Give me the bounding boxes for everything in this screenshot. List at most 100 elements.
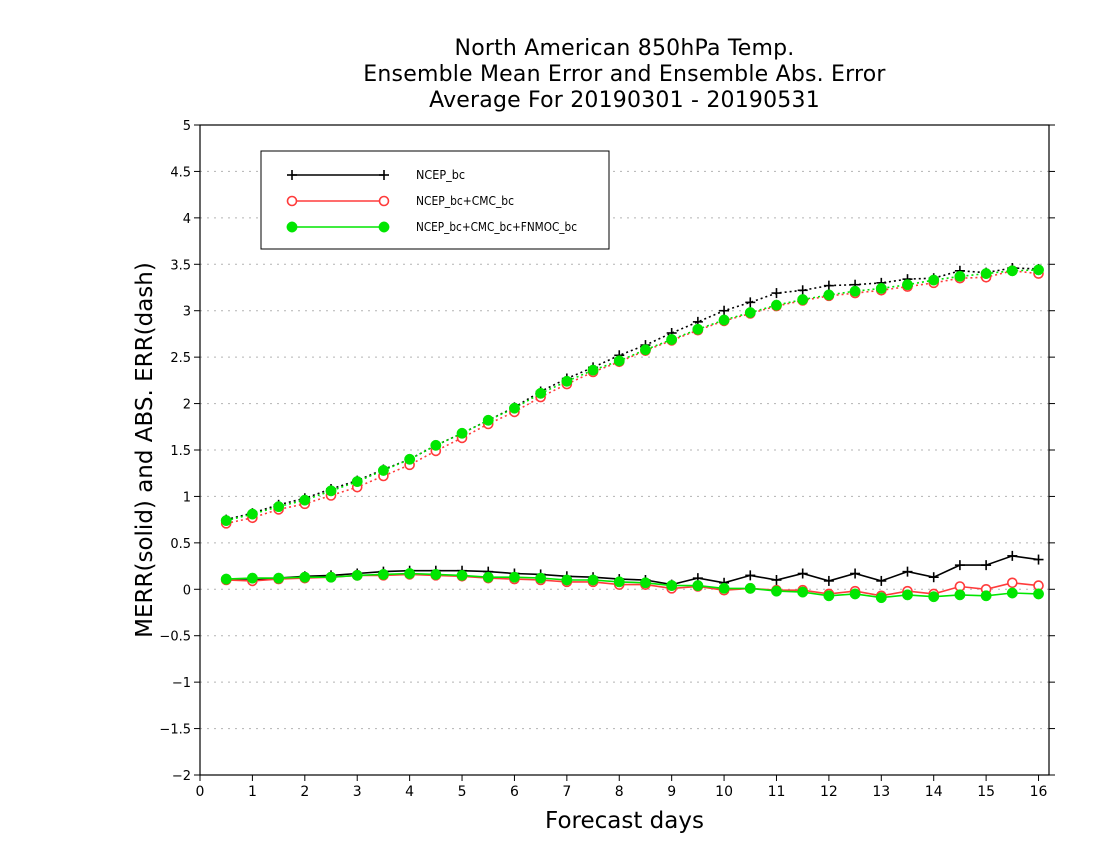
y-axis-label: MERR(solid) and ABS. ERR(dash) (132, 262, 158, 638)
y-tick-label: 0 (183, 583, 191, 598)
data-point (561, 375, 573, 387)
data-point (220, 515, 232, 527)
data-point (587, 364, 599, 376)
data-point (928, 274, 940, 286)
data-point (718, 314, 730, 326)
chart-title-line-1: North American 850hPa Temp. (454, 36, 795, 61)
data-point (771, 299, 782, 311)
data-point (902, 279, 913, 291)
y-tick-label: −2 (172, 769, 191, 784)
data-point (981, 560, 992, 571)
data-point (508, 402, 520, 414)
x-tick-label: 9 (667, 784, 676, 800)
data-point (771, 575, 782, 585)
data-point (273, 572, 285, 584)
data-point (351, 569, 363, 581)
data-point (299, 571, 311, 583)
data-point (954, 589, 966, 601)
y-tick-label: 1 (183, 490, 191, 505)
data-point (379, 170, 389, 180)
data-point (535, 387, 547, 399)
data-point (456, 569, 468, 581)
data-point (876, 575, 887, 586)
x-tick-label: 15 (977, 784, 995, 800)
data-point (404, 568, 416, 579)
data-point (875, 592, 887, 604)
x-tick-label: 2 (300, 784, 309, 800)
series-0 (221, 263, 1044, 590)
x-tick-label: 5 (458, 784, 467, 800)
series-1 (220, 265, 1044, 602)
data-point (286, 221, 298, 233)
legend-label: NCEP_bc+CMC_bc (416, 194, 514, 208)
data-point (378, 221, 390, 233)
data-point (875, 282, 887, 294)
x-tick-label: 8 (615, 784, 624, 800)
legend-box (260, 150, 610, 250)
merr-line (226, 572, 1039, 599)
data-point (286, 195, 298, 207)
x-tick-label: 11 (768, 784, 786, 800)
merr-line (226, 573, 1039, 597)
data-point (378, 195, 390, 207)
x-tick-label: 12 (820, 784, 838, 800)
data-point (351, 476, 363, 488)
data-point (744, 582, 756, 594)
x-tick-label: 10 (715, 784, 733, 800)
legend-label: NCEP_bc (416, 168, 465, 182)
x-tick-label: 14 (925, 784, 943, 800)
data-point (666, 334, 678, 345)
x-tick-label: 7 (562, 784, 571, 800)
y-tick-label: 4.5 (170, 165, 191, 180)
data-point (928, 591, 940, 603)
data-point (1033, 588, 1044, 600)
y-tick-label: 3.5 (170, 258, 191, 273)
data-point (692, 323, 704, 335)
data-point (692, 580, 704, 592)
data-point (325, 571, 337, 583)
data-point (1033, 264, 1044, 276)
legend: NCEP_bc NCEP_bc+CMC_bc NCEP_bc+CMC_bc+FNMO… (260, 150, 610, 250)
data-point (666, 580, 678, 592)
abs-err-line (226, 267, 1039, 521)
y-tick-label: 2 (183, 398, 191, 413)
x-tick-label: 3 (353, 784, 362, 800)
data-point (377, 568, 389, 580)
data-point (561, 574, 573, 586)
series-layer (220, 263, 1044, 604)
data-point (823, 575, 834, 586)
data-point (299, 494, 311, 506)
chart-title-line-3: Average For 20190301 - 20190531 (429, 88, 820, 113)
data-point (456, 427, 468, 439)
y-tick-label: 5 (183, 119, 191, 134)
data-point (744, 307, 756, 319)
x-tick-label: 6 (510, 784, 519, 800)
data-point (823, 280, 834, 291)
data-point (640, 344, 651, 356)
series-2 (220, 264, 1044, 604)
axis-ticks: −2−1.5−1−0.500.511.522.533.544.550 1 2 3 4 5 6… (159, 119, 1055, 800)
data-point (325, 485, 337, 497)
data-point (1007, 577, 1018, 589)
data-point (745, 570, 756, 581)
data-point (273, 501, 285, 513)
chart-title-line-2: Ensemble Mean Error and Ensemble Abs. Er… (363, 62, 886, 87)
data-point (849, 285, 861, 297)
data-point (797, 294, 809, 306)
y-tick-label: 3 (183, 305, 191, 320)
data-point (430, 439, 442, 451)
data-point (640, 577, 651, 589)
y-tick-label: −1 (172, 676, 191, 691)
data-point (902, 589, 913, 601)
data-point (823, 590, 835, 602)
x-tick-label: 0 (196, 784, 205, 800)
data-point (954, 270, 966, 282)
y-tick-label: −0.5 (159, 630, 191, 645)
data-point (404, 453, 416, 465)
data-point (587, 574, 599, 586)
y-tick-label: 1.5 (170, 444, 191, 459)
legend-label: NCEP_bc+CMC_bc+FNMOC_bc (416, 220, 577, 234)
data-point (823, 289, 835, 301)
y-tick-label: 4 (183, 212, 191, 227)
